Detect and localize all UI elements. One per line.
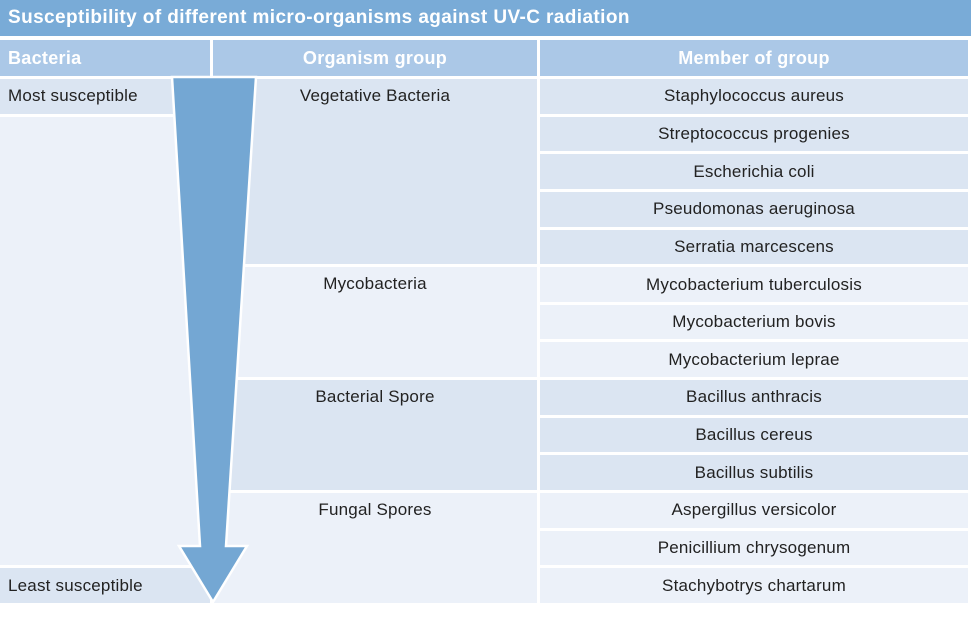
member-cell: Bacillus cereus (540, 417, 968, 453)
member-cell: Staphylococcus aureus (540, 79, 968, 114)
header-organism-group: Organism group (213, 40, 537, 76)
organism-group-cell: Bacterial Spore (213, 380, 537, 491)
member-cell: Escherichia coli (540, 154, 968, 189)
page-title: Susceptibility of different micro-organi… (8, 7, 630, 28)
table-body: Most susceptible Least susceptible Veget… (0, 79, 968, 603)
organism-group-label: Bacterial Spore (315, 387, 435, 407)
organism-group-cell: Fungal Spores (213, 493, 537, 603)
member-column: Staphylococcus aureus Streptococcus proge… (540, 79, 968, 603)
organism-group-column: Vegetative Bacteria Mycobacteria Bacterial… (213, 79, 537, 603)
member-cell: Bacillus subtilis (540, 455, 968, 491)
bacteria-column-spacer (0, 116, 210, 566)
organism-group-label: Fungal Spores (318, 500, 432, 520)
organism-group-cell: Mycobacteria (213, 267, 537, 378)
member-cell: Pseudomonas aeruginosa (540, 191, 968, 227)
organism-group-label: Mycobacteria (323, 274, 427, 294)
member-cell: Mycobacterium bovis (540, 304, 968, 340)
member-cell: Serratia marcescens (540, 229, 968, 265)
most-susceptible-label: Most susceptible (0, 79, 210, 114)
member-cell: Mycobacterium tuberculosis (540, 267, 968, 302)
member-cell: Aspergillus versicolor (540, 493, 968, 528)
member-cell: Penicillium chrysogenum (540, 530, 968, 566)
title-bar: Susceptibility of different micro-organi… (0, 0, 971, 36)
member-cell: Streptococcus progenies (540, 116, 968, 152)
table-header-row: Bacteria Organism group Member of group (0, 40, 968, 76)
member-cell: Mycobacterium leprae (540, 342, 968, 378)
member-cell: Stachybotrys chartarum (540, 568, 968, 603)
header-member-of-group: Member of group (540, 40, 968, 76)
organism-group-label: Vegetative Bacteria (299, 86, 451, 105)
member-cell: Bacillus anthracis (540, 380, 968, 415)
least-susceptible-label: Least susceptible (0, 568, 210, 603)
organism-group-cell: Vegetative Bacteria (213, 79, 537, 265)
header-bacteria: Bacteria (0, 40, 210, 76)
bacteria-column: Most susceptible Least susceptible (0, 79, 210, 603)
